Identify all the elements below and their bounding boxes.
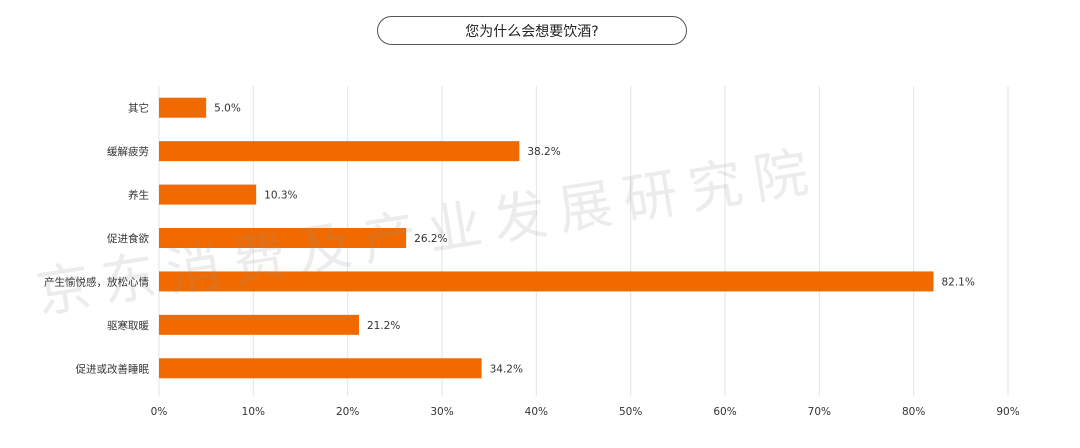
bar-6 xyxy=(159,358,482,379)
bar-4 xyxy=(159,271,934,292)
x-tick-label-5: 50% xyxy=(619,406,642,418)
bar-5 xyxy=(159,314,359,335)
category-label-5: 驱寒取暖 xyxy=(107,319,149,332)
x-tick-label-9: 90% xyxy=(996,406,1019,418)
x-tick-label-4: 40% xyxy=(525,406,548,418)
category-label-0: 其它 xyxy=(128,102,149,115)
x-tick-label-2: 20% xyxy=(336,406,359,418)
bar-0 xyxy=(159,97,207,118)
bar-1 xyxy=(159,141,520,162)
value-label-5: 21.2% xyxy=(367,320,400,332)
bar-2 xyxy=(159,184,257,205)
value-label-2: 10.3% xyxy=(264,190,297,202)
category-label-1: 缓解疲劳 xyxy=(107,145,149,158)
category-label-3: 促进食欲 xyxy=(107,232,149,245)
category-label-6: 促进或改善睡眠 xyxy=(76,362,150,375)
category-label-4: 产生愉悦感，放松心情 xyxy=(44,275,149,288)
x-tick-label-8: 80% xyxy=(902,406,925,418)
value-label-6: 34.2% xyxy=(490,363,523,375)
x-tick-label-7: 70% xyxy=(808,406,831,418)
value-label-3: 26.2% xyxy=(414,233,447,245)
category-label-2: 养生 xyxy=(128,189,149,202)
x-tick-label-6: 60% xyxy=(713,406,736,418)
x-tick-label-3: 30% xyxy=(430,406,453,418)
value-label-1: 38.2% xyxy=(527,146,560,158)
bar-3 xyxy=(159,228,407,248)
value-label-0: 5.0% xyxy=(214,103,241,115)
value-label-4: 82.1% xyxy=(941,276,974,288)
chart-title: 您为什么会想要饮酒? xyxy=(377,16,687,45)
x-tick-label-0: 0% xyxy=(151,406,168,418)
x-tick-label-1: 10% xyxy=(242,406,265,418)
